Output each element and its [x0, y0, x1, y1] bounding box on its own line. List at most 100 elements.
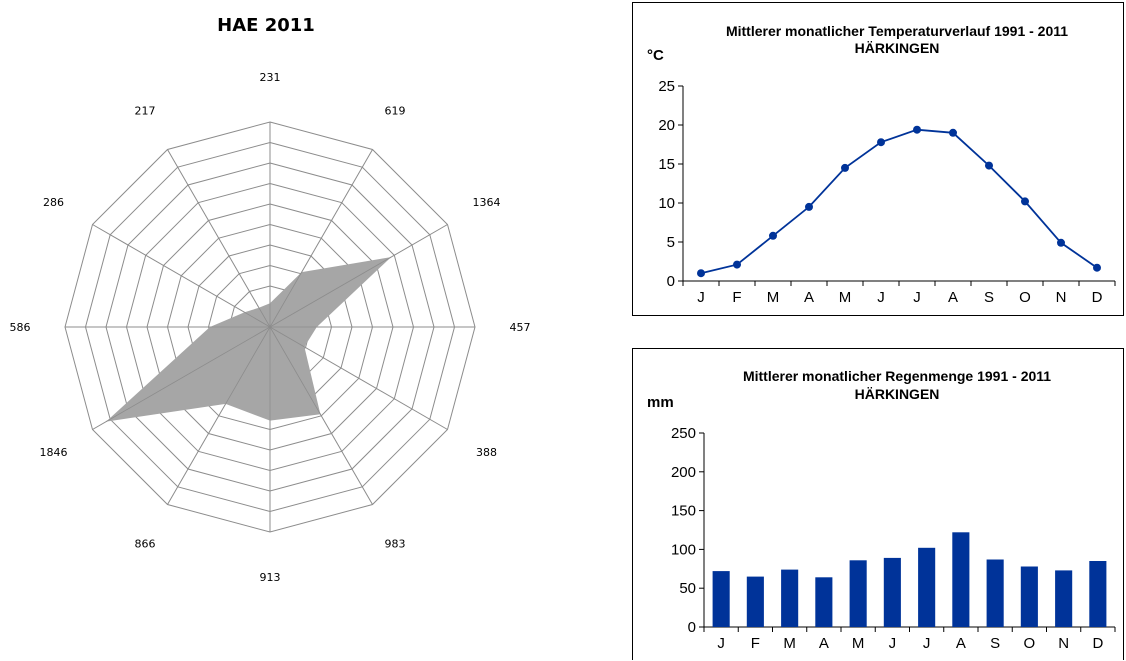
- x-tick-label: N: [1058, 635, 1069, 652]
- radar-value-spoke: [225, 326, 271, 405]
- temperature-point: [805, 202, 813, 211]
- radar-category-label: 586: [10, 321, 31, 334]
- x-tick-label: J: [913, 289, 921, 306]
- temperature-axes: 0 5 10 15 20 25 J F M A M J J A S O N D: [658, 78, 1116, 306]
- rainfall-bar: [952, 532, 970, 627]
- y-tick-label: 50: [679, 580, 696, 597]
- temperature-point: [985, 161, 993, 170]
- rainfall-bar: [712, 571, 730, 627]
- x-tick-label: J: [923, 635, 931, 652]
- radar-value-spoke: [244, 311, 271, 328]
- radar-category-label: 1364: [473, 196, 501, 209]
- temperature-point: [949, 128, 957, 137]
- temperature-series: [697, 125, 1101, 278]
- temperature-point: [877, 138, 885, 147]
- rainfall-axes: 0 50 100 150 200 250 J F M A M J J A S O N D: [671, 425, 1116, 652]
- x-tick-label: M: [852, 635, 865, 652]
- radar-category-label: 913: [260, 571, 281, 584]
- rainfall-bar: [849, 560, 867, 627]
- radar-value-spoke: [269, 326, 321, 415]
- x-tick-label: J: [889, 635, 897, 652]
- radar-category-label: 1846: [40, 446, 68, 459]
- rainfall-bar: [986, 559, 1004, 627]
- y-tick-label: 150: [671, 503, 696, 520]
- x-tick-label: D: [1092, 635, 1103, 652]
- temperature-line: [700, 128, 1098, 275]
- x-tick-label: S: [990, 635, 1000, 652]
- x-tick-label: M: [767, 289, 780, 306]
- temperature-point: [841, 163, 849, 172]
- x-tick-label: N: [1056, 289, 1067, 306]
- temperature-point: [1093, 263, 1101, 272]
- rainfall-bar: [883, 557, 901, 627]
- y-tick-label: 250: [671, 425, 696, 442]
- radar-value-spoke: [105, 326, 271, 422]
- rainfall-bar: [1020, 566, 1038, 627]
- radar-category-label: 231: [260, 71, 281, 84]
- temperature-point: [1021, 197, 1029, 206]
- temperature-point: [913, 125, 921, 134]
- x-tick-label: J: [697, 289, 705, 306]
- radar-spoke: [92, 224, 271, 328]
- y-tick-label: 10: [658, 195, 675, 212]
- rainfall-bar: [1055, 570, 1073, 627]
- radar-category-label: 619: [385, 105, 406, 118]
- radar-chart-title: HAE 2011: [217, 15, 315, 36]
- x-tick-label: A: [948, 289, 958, 306]
- temperature-chart-panel: Mittlerer monatlicher Temperaturverlauf …: [632, 2, 1124, 316]
- temperature-point: [733, 260, 741, 269]
- rainfall-chart: Mittlerer monatlicher Regenmenge 1991 - …: [647, 368, 1116, 652]
- temperature-chart-title: Mittlerer monatlicher Temperaturverlauf …: [726, 23, 1068, 39]
- rainfall-bar: [918, 547, 936, 627]
- y-tick-label: 0: [688, 619, 696, 636]
- y-tick-label: 0: [667, 273, 675, 290]
- rainfall-bar: [746, 576, 764, 627]
- x-tick-label: A: [956, 635, 966, 652]
- y-tick-label: 200: [671, 464, 696, 481]
- x-tick-label: S: [984, 289, 994, 306]
- x-tick-label: F: [732, 289, 741, 306]
- x-tick-label: D: [1092, 289, 1103, 306]
- radar-category-label: 983: [385, 538, 406, 551]
- y-tick-label: 20: [658, 117, 675, 134]
- x-tick-label: O: [1019, 289, 1031, 306]
- x-tick-label: M: [783, 635, 796, 652]
- radar-value-spoke: [269, 326, 305, 348]
- temperature-point: [1057, 238, 1065, 247]
- rainfall-series: [712, 532, 1107, 627]
- radar-category-label: 286: [43, 196, 64, 209]
- radar-value-spoke: [269, 256, 392, 328]
- x-tick-label: A: [819, 635, 829, 652]
- rainfall-bar: [1089, 561, 1107, 627]
- rainfall-chart-panel: Mittlerer monatlicher Regenmenge 1991 - …: [632, 348, 1124, 660]
- radar-spoke: [167, 149, 271, 328]
- y-tick-label: 15: [658, 156, 675, 173]
- rainfall-bar: [815, 577, 833, 627]
- x-tick-label: A: [804, 289, 814, 306]
- y-tick-label: 100: [671, 541, 696, 558]
- x-tick-label: O: [1024, 635, 1036, 652]
- radar-category-label: 457: [510, 321, 531, 334]
- temperature-y-unit: °C: [647, 47, 664, 64]
- radar-value-spoke: [258, 307, 271, 328]
- radar-category-label: 217: [135, 105, 156, 118]
- temperature-point: [697, 269, 705, 278]
- y-tick-label: 25: [658, 78, 675, 95]
- x-tick-label: J: [877, 289, 885, 306]
- x-tick-label: M: [839, 289, 852, 306]
- temperature-chart: Mittlerer monatlicher Temperaturverlauf …: [647, 23, 1116, 306]
- temperature-point: [769, 231, 777, 240]
- rainfall-bar: [781, 569, 799, 627]
- radar-value-spoke: [269, 271, 303, 328]
- radar-category-label: 388: [476, 446, 497, 459]
- x-tick-label: F: [751, 635, 760, 652]
- radar-category-label: 866: [135, 538, 156, 551]
- x-tick-label: J: [717, 635, 725, 652]
- rainfall-chart-subtitle: HÄRKINGEN: [855, 386, 940, 402]
- radar-category-labels: 231 619 1364 457 388 983 913 866 1846 586 286 217: [10, 71, 531, 584]
- radar-chart: HAE 2011 231 619 1364 457 388 983 913 866 1846 58…: [10, 15, 531, 584]
- y-tick-label: 5: [667, 234, 675, 251]
- temperature-chart-subtitle: HÄRKINGEN: [855, 40, 940, 56]
- radar-area: [105, 256, 392, 422]
- rainfall-y-unit: mm: [647, 394, 674, 411]
